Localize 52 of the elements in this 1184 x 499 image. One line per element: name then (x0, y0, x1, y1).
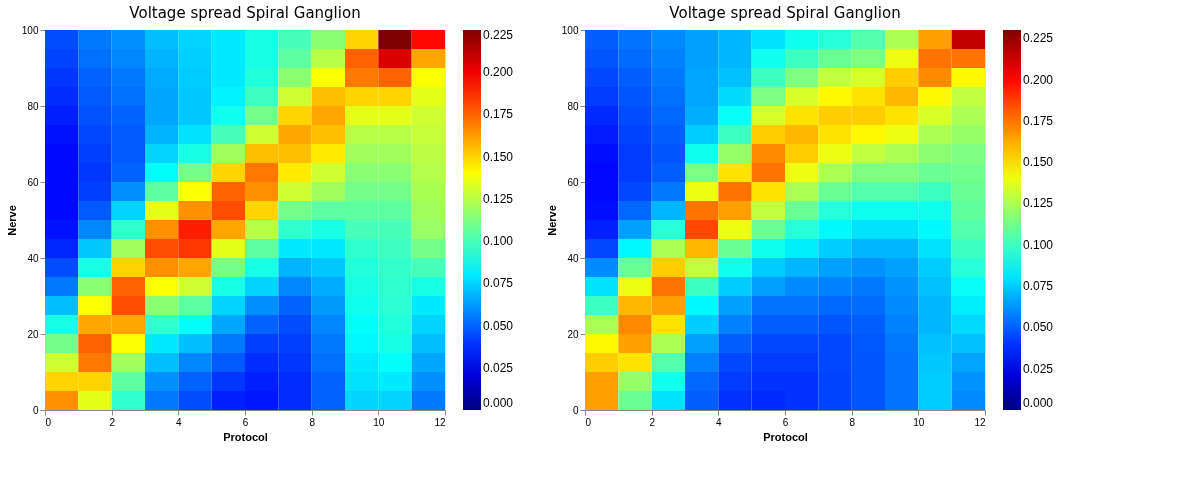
color-bar-label: 0.000 (1023, 396, 1054, 410)
color-bar-label: 0.050 (1023, 320, 1054, 335)
color-bar-label: 0.200 (1023, 72, 1054, 87)
y-tick-label: 80 (27, 100, 39, 112)
chart-title: Voltage spread Spiral Ganglion (129, 4, 361, 22)
color-bar-label: 0.175 (483, 107, 514, 122)
x-axis-title: Protocol (763, 430, 808, 443)
y-tick-label: 80 (567, 100, 579, 112)
x-tick-label: 6 (242, 416, 249, 428)
color-bar-label: 0.125 (1023, 196, 1054, 211)
color-bar-label: 0.200 (483, 65, 514, 80)
chart-title: Voltage spread Spiral Ganglion (669, 4, 901, 22)
y-axis-title: Nerve (5, 205, 18, 236)
color-bar-label: 0.150 (483, 149, 514, 164)
y-tick-label: 60 (27, 176, 39, 188)
x-tick-label: 10 (913, 416, 925, 428)
color-bar-label: 0.225 (483, 28, 514, 42)
x-tick-label: 10 (373, 416, 385, 428)
color-bar-label: 0.025 (483, 360, 514, 375)
y-axis-title: Nerve (545, 205, 558, 236)
x-axis-title: Protocol (223, 430, 268, 443)
color-bar-label: 0.025 (1023, 361, 1054, 376)
color-bar-label: 0.075 (1023, 279, 1054, 294)
color-bar-label: 0.225 (1023, 31, 1054, 46)
y-tick-label: 100 (561, 24, 579, 36)
x-tick-label: 12 (434, 416, 446, 428)
x-tick-label: 6 (782, 416, 789, 428)
y-tick-label: 0 (32, 404, 39, 416)
y-tick-label: 40 (567, 252, 579, 264)
color-bar-label: 0.000 (483, 396, 514, 410)
color-bar-label: 0.100 (483, 234, 514, 249)
y-tick-label: 0 (572, 404, 579, 416)
color-bar-label: 0.075 (483, 276, 514, 291)
x-tick-label: 8 (849, 416, 856, 428)
x-tick-label: 4 (716, 416, 723, 428)
color-bar-label: 0.050 (483, 318, 514, 333)
x-tick-label: 8 (309, 416, 316, 428)
x-tick-label: 4 (176, 416, 183, 428)
y-tick-label: 60 (567, 176, 579, 188)
color-bar-label: 0.125 (483, 191, 514, 206)
y-tick-label: 100 (21, 24, 39, 36)
color-bar-label: 0.150 (1023, 155, 1054, 170)
x-tick-label: 12 (974, 416, 986, 428)
x-tick-label: 0 (585, 416, 592, 428)
y-tick-label: 20 (567, 328, 579, 340)
y-tick-label: 20 (27, 328, 39, 340)
color-bar-label: 0.100 (1023, 237, 1054, 252)
x-tick-label: 2 (109, 416, 116, 428)
x-tick-label: 0 (45, 416, 52, 428)
x-tick-label: 2 (649, 416, 656, 428)
y-tick-label: 40 (27, 252, 39, 264)
color-bar-label: 0.175 (1023, 113, 1054, 128)
